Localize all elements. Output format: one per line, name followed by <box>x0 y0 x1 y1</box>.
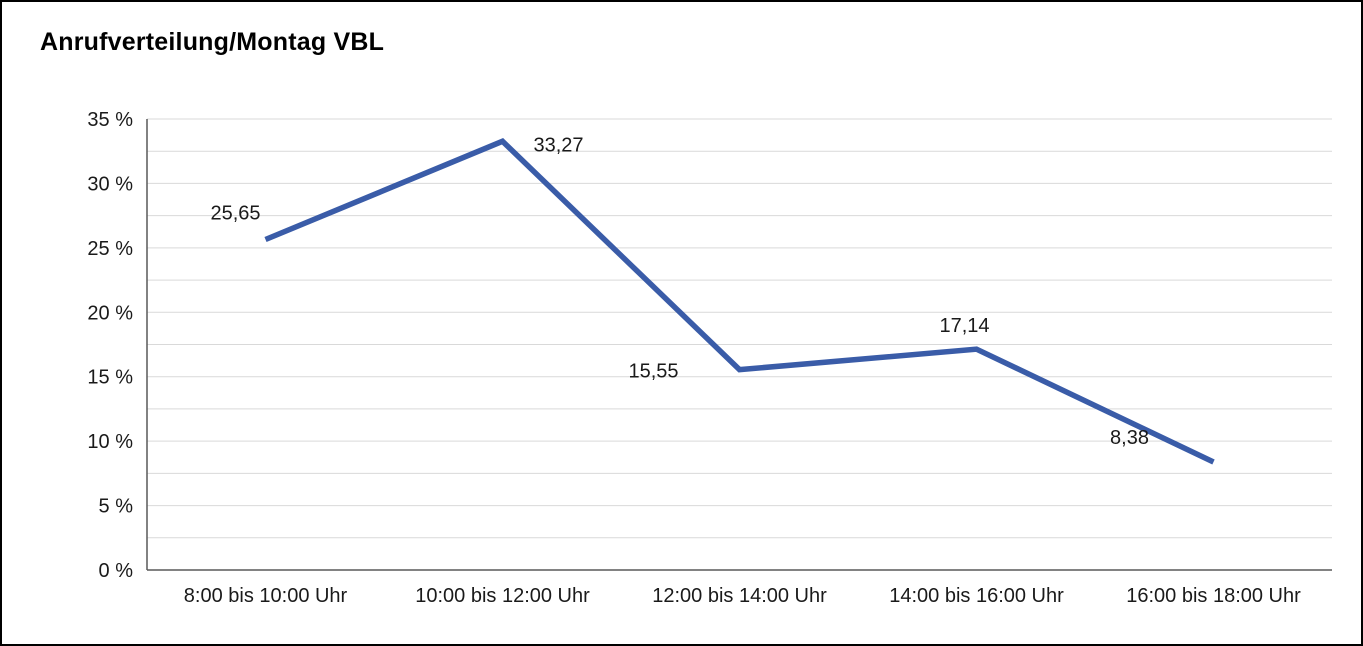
data-point-label: 25,65 <box>210 202 260 224</box>
data-point-label: 8,38 <box>1110 427 1149 449</box>
x-tick-label: 12:00 bis 14:00 Uhr <box>652 585 827 607</box>
y-tick-label: 0 % <box>99 560 134 582</box>
data-series-line <box>264 138 1215 465</box>
y-tick-label: 35 % <box>87 109 133 131</box>
y-tick-label: 10 % <box>87 431 133 453</box>
x-tick-label: 10:00 bis 12:00 Uhr <box>415 585 590 607</box>
y-tick-label: 5 % <box>99 496 134 518</box>
y-tick-label: 25 % <box>87 238 133 260</box>
y-tick-label: 15 % <box>87 367 133 389</box>
data-point-label: 15,55 <box>628 361 678 383</box>
x-tick-label: 14:00 bis 16:00 Uhr <box>889 585 1064 607</box>
y-tick-label: 30 % <box>87 173 133 195</box>
data-point-label: 17,14 <box>939 315 989 337</box>
y-tick-label: 20 % <box>87 302 133 324</box>
x-tick-label: 8:00 bis 10:00 Uhr <box>184 585 348 607</box>
x-tick-label: 16:00 bis 18:00 Uhr <box>1126 585 1301 607</box>
data-point-label: 33,27 <box>533 134 583 156</box>
chart-title: Anrufverteilung/Montag VBL <box>40 28 385 56</box>
